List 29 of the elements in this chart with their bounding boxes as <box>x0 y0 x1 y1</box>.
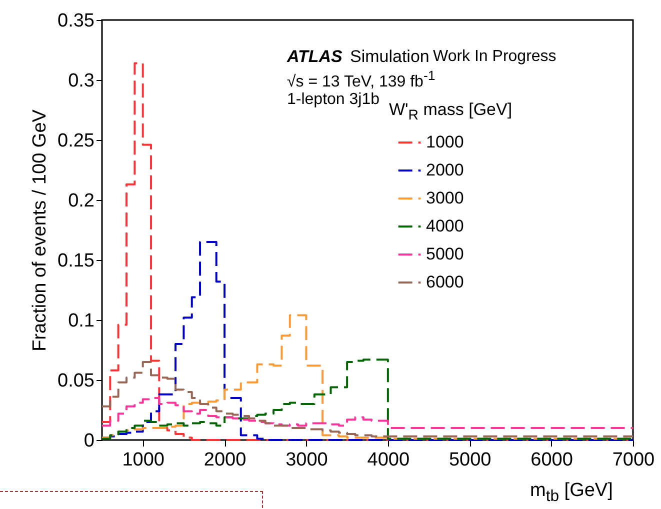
annotation: 1-lepton 3j1b <box>287 91 380 109</box>
y-tick-label: 0.35 <box>58 10 94 32</box>
annotation: ATLAS <box>287 47 342 67</box>
legend-label: 5000 <box>426 244 464 264</box>
y-tick-label: 0 <box>84 430 94 452</box>
legend-label: 4000 <box>426 216 464 236</box>
annotation: Simulation <box>350 47 430 67</box>
y-tick-label: 0.25 <box>58 130 94 152</box>
x-tick-label: 5000 <box>448 450 492 470</box>
x-tick-label: 2000 <box>204 450 246 470</box>
legend-title: W'$_{R}$ mass [GeV] <box>389 100 512 124</box>
legend-label: 6000 <box>426 272 464 292</box>
x-tick-label: 4000 <box>367 450 410 470</box>
y-tick-label: 0.3 <box>68 70 94 92</box>
annotation: Work In Progress <box>433 48 556 66</box>
y-tick-label: 0.15 <box>58 250 94 272</box>
y-tick-label: 0.2 <box>68 190 94 212</box>
x-tick-label: 1000 <box>122 450 164 470</box>
y-tick-label: 0.05 <box>58 370 94 392</box>
x-tick-label: 7000 <box>612 450 655 470</box>
legend-label: 2000 <box>426 160 464 180</box>
legend-label: 3000 <box>426 188 464 208</box>
y-axis-title: Fraction of events / 100 GeV <box>30 109 51 352</box>
y-tick-label: 0.1 <box>68 310 94 332</box>
x-tick-label: 3000 <box>286 450 328 470</box>
legend-label: 1000 <box>426 132 464 152</box>
x-axis-title: m$_{tb}$ [GeV] <box>530 480 613 506</box>
annotation: √s = 13 TeV, 139 fb$^{-1}$ <box>287 68 436 92</box>
x-tick-label: 6000 <box>530 450 573 470</box>
